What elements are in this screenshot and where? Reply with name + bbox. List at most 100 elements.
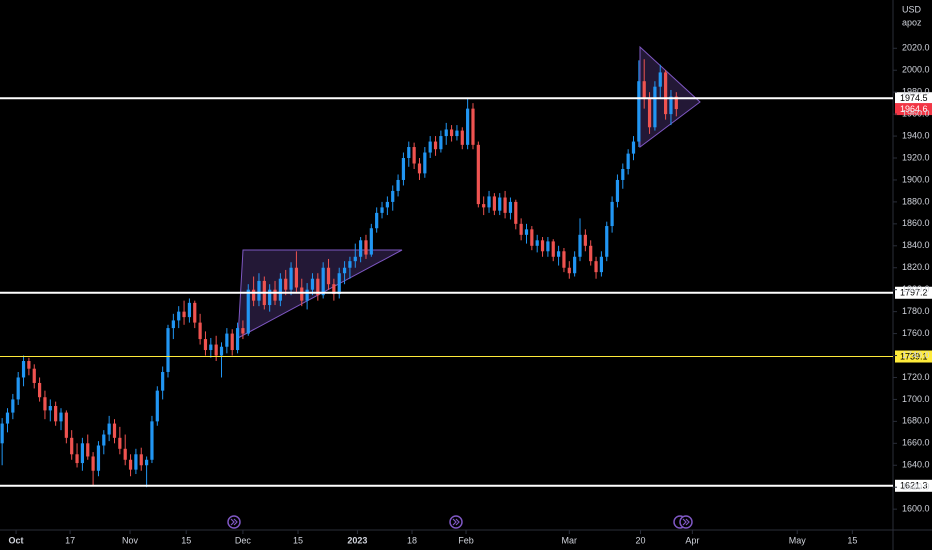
candle-body: [573, 256, 577, 274]
candle-body: [637, 81, 641, 142]
candle-body: [177, 311, 181, 321]
candle-body: [444, 129, 448, 137]
price-tag: [895, 103, 932, 116]
candle-body: [508, 201, 513, 213]
candle-body: [487, 196, 491, 208]
y-tick-label: 1800.0: [902, 284, 930, 294]
candle-body: [626, 153, 630, 169]
candle-body: [621, 168, 625, 180]
candle-body: [80, 443, 85, 464]
y-tick-label: 1780.0: [902, 306, 930, 316]
candle-body: [171, 320, 175, 329]
candle-body: [134, 454, 138, 470]
price-axis: 2020.0 2000.0 1980.0 1960.0 1940.0 1920.0 1900…: [893, 43, 930, 514]
price-tag-label: 1964.6: [900, 104, 928, 114]
candle-body: [535, 240, 539, 246]
candle-body: [519, 223, 523, 235]
x-tick-label: 15: [293, 535, 303, 545]
x-tick-label: 15: [181, 535, 191, 545]
candle-body: [674, 96, 678, 110]
candle-body: [562, 251, 566, 268]
x-tick-label: 15: [847, 535, 857, 545]
candle-body: [91, 456, 95, 471]
event-icon[interactable]: [673, 515, 693, 529]
candle-body: [139, 454, 143, 466]
candle-body: [391, 190, 395, 202]
candle-body: [332, 284, 336, 295]
candle-body: [0, 423, 4, 444]
candle-body: [86, 443, 90, 457]
candle-body: [514, 201, 518, 224]
candle-body: [5, 412, 10, 424]
triangle-drawing[interactable]: [237, 249, 403, 339]
candle-body: [310, 278, 315, 290]
x-tick-label: 17: [65, 535, 75, 545]
candle-body: [663, 72, 668, 115]
candle-body: [551, 241, 555, 257]
candle-body: [230, 333, 234, 351]
y-tick-label: 1700.0: [902, 394, 930, 404]
x-tick-label: Apr: [685, 535, 699, 545]
candle-body: [412, 147, 416, 164]
candle-body: [54, 406, 58, 422]
x-tick-label: Nov: [122, 535, 139, 545]
candle-body: [455, 130, 459, 137]
y-tick-label: 1900.0: [902, 174, 930, 184]
event-icon[interactable]: [227, 515, 241, 529]
candle-body: [433, 141, 438, 150]
candle-body: [615, 179, 620, 202]
price-tag-label: 1974.5: [900, 93, 928, 103]
candle-body: [471, 108, 475, 145]
candle-body: [498, 197, 502, 211]
candles: [0, 59, 678, 488]
candle-body: [503, 197, 507, 213]
x-tick-label: Oct: [9, 535, 24, 545]
candle-body: [658, 72, 662, 87]
candle-body: [252, 289, 256, 301]
event-icon[interactable]: [449, 515, 463, 529]
price-tag-label: 1797.2: [900, 288, 928, 298]
candle-body: [546, 241, 550, 252]
y-tick-label: 1740.0: [902, 350, 930, 360]
price-tag: [895, 286, 932, 299]
candle-body: [589, 245, 593, 262]
price-tag: [895, 350, 932, 363]
candle-body: [300, 287, 304, 301]
candle-body: [144, 459, 149, 466]
candle-body: [423, 152, 427, 174]
candle-body: [166, 328, 170, 372]
candle-body: [128, 459, 133, 470]
price-tag: [895, 479, 932, 492]
candle-body: [107, 423, 111, 435]
candle-body: [337, 273, 341, 295]
candle-body: [460, 130, 464, 145]
candle-body: [21, 361, 26, 378]
candle-body: [59, 412, 63, 422]
candle-body: [353, 256, 357, 262]
candle-body: [64, 412, 68, 438]
grid: Oct 17 Nov 15 Dec 15 2023 18 Feb Mar 20 Apr May 15: [9, 530, 857, 545]
candle-body: [647, 97, 652, 128]
x-tick-label: 2023: [347, 535, 367, 545]
candle-body: [32, 368, 36, 383]
candle-body: [482, 204, 486, 208]
candle-body: [123, 448, 127, 460]
y-tick-label: 1980.0: [902, 87, 930, 97]
candle-body: [278, 278, 282, 301]
candle-body: [610, 201, 614, 227]
candle-body: [294, 267, 299, 288]
candle-body: [369, 228, 373, 255]
currency-label: USD: [902, 4, 922, 14]
candle-body: [326, 267, 331, 285]
candle-body: [401, 158, 406, 180]
candle-body: [605, 226, 609, 257]
candle-body: [273, 289, 277, 301]
candle-body: [182, 311, 186, 318]
candle-body: [16, 377, 20, 400]
candle-body: [375, 212, 379, 229]
candle-body: [524, 229, 529, 235]
candle-body: [583, 234, 587, 246]
